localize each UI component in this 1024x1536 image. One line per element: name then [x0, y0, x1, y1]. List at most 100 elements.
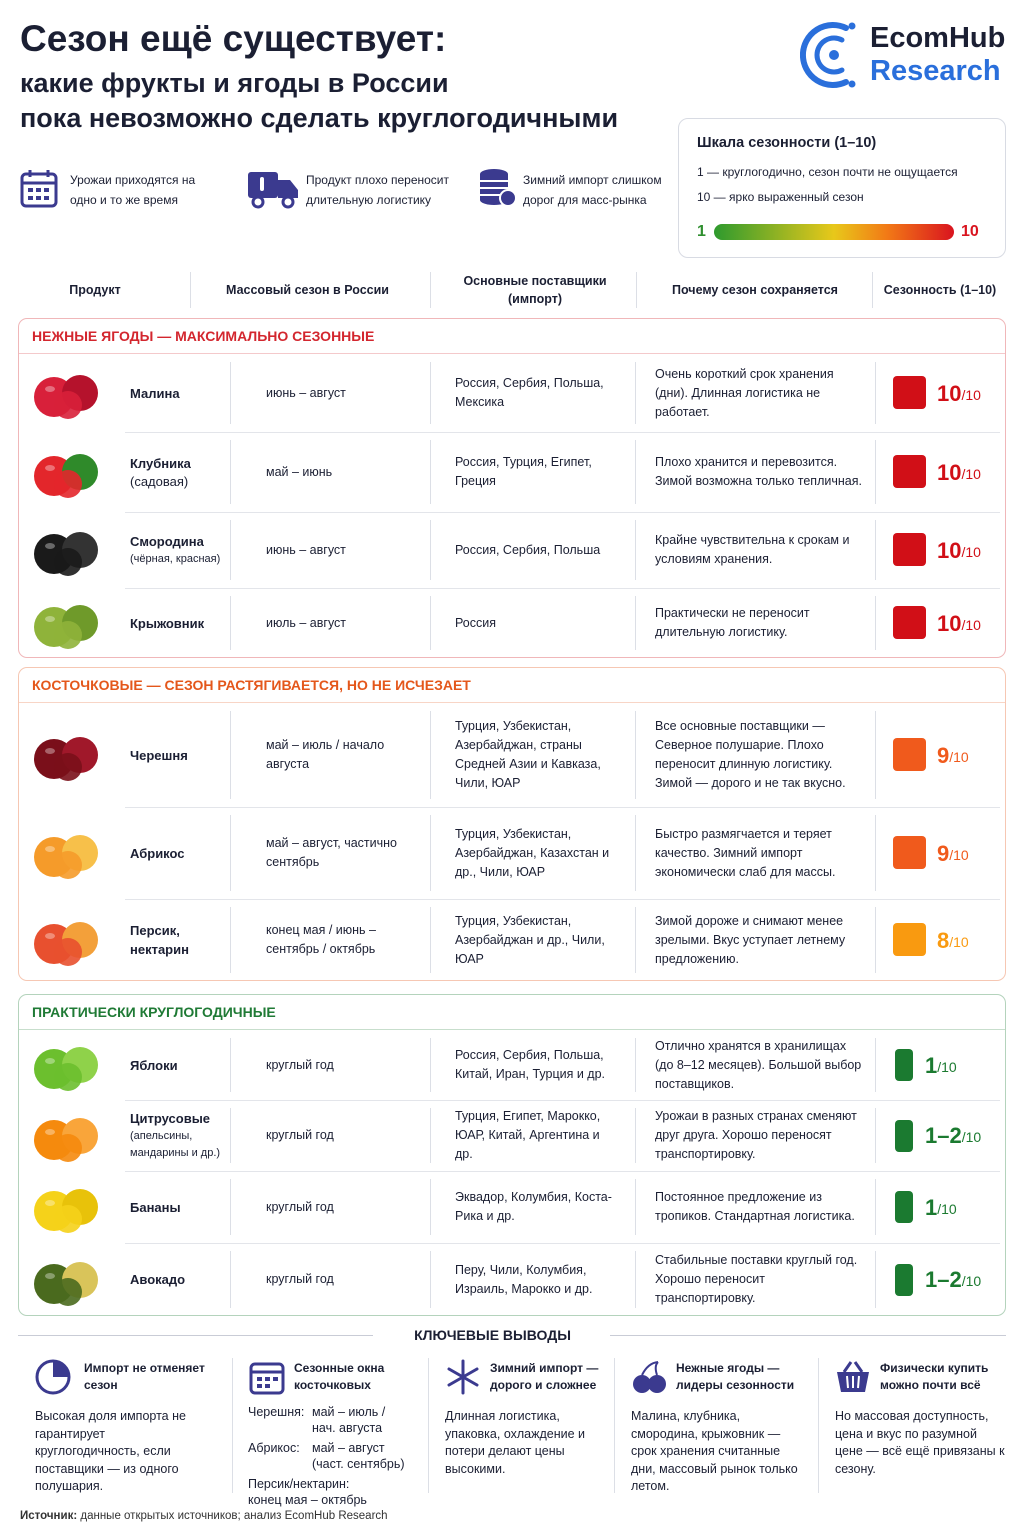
score-cell: 10/10	[937, 512, 1017, 588]
season-cell: круглый год	[266, 1030, 416, 1100]
reason-text: Урожаи приходятся на одно и то же время	[70, 173, 196, 207]
conclusion-icon	[633, 1361, 666, 1393]
scale-title: Шкала сезонности (1–10)	[697, 135, 877, 151]
season-cell: круглый год	[266, 1243, 416, 1316]
divider	[875, 1251, 876, 1308]
season-text: май – июнь	[266, 464, 333, 479]
season-cell: май – июнь	[266, 432, 416, 512]
score-marker	[893, 533, 926, 566]
score-cell: 9/10	[937, 807, 1017, 899]
suppliers-cell: Россия, Турция, Египет, Греция	[455, 432, 615, 512]
product-name: Смородина	[130, 534, 204, 549]
divider	[875, 596, 876, 650]
product-note: (апельсины, мандарины и др.)	[130, 1130, 221, 1159]
score-marker	[893, 738, 926, 771]
reason-text: Урожаи в разных странах сменяют друг дру…	[655, 1109, 857, 1161]
product-name: Яблоки	[130, 1057, 178, 1073]
divider	[125, 899, 1000, 900]
suppliers-text: Турция, Узбекистан, Азербайджан, Казахст…	[455, 826, 610, 879]
score-marker	[893, 455, 926, 488]
section-title: ПРАКТИЧЕСКИ КРУГЛОГОДИЧНЫЕ	[32, 1004, 276, 1020]
subtitle: какие фрукты и ягоды в России	[20, 68, 449, 98]
suppliers-text: Россия	[455, 615, 496, 630]
score-suffix: /10	[949, 846, 969, 863]
score-value: 1	[925, 1052, 938, 1078]
score-value: 8	[937, 927, 950, 953]
fruit-image	[34, 1261, 98, 1306]
reason-cell: Крайне чувствительна к срокам и условиям…	[655, 512, 865, 588]
score-cell: 9/10	[937, 703, 1017, 807]
product-note: (садовая)	[130, 474, 189, 489]
divider	[125, 1171, 1000, 1172]
conclusion-title: Зимний импорт — дорого и сложнее	[490, 1361, 599, 1392]
divider	[230, 596, 231, 650]
product-cell: Яблоки	[130, 1030, 228, 1100]
score-suffix: /10	[961, 543, 981, 560]
source-label: Источник:	[20, 1510, 78, 1522]
divider	[230, 907, 231, 973]
column-header-text: Основные поставщики (импорт)	[463, 274, 607, 306]
divider	[430, 815, 431, 891]
product-cell: Клубника (садовая)	[130, 432, 228, 512]
divider	[125, 1243, 1000, 1244]
score-marker	[895, 1049, 913, 1081]
divider	[875, 1179, 876, 1235]
score-marker	[893, 836, 926, 869]
window-label: Абрикос:	[248, 1441, 300, 1455]
divider	[230, 1108, 231, 1163]
conclusion-body: Малина, клубника, смородина, крыжовник —…	[631, 1409, 798, 1493]
score-marker	[893, 606, 926, 639]
conclusion-body: Но массовая доступность, цена и вкус по …	[835, 1409, 1005, 1476]
reason-cell: Отлично хранятся в хранилищах (до 8–12 м…	[655, 1030, 865, 1100]
divider	[875, 362, 876, 424]
score-marker	[893, 376, 926, 409]
divider	[875, 1108, 876, 1163]
product-name: Бананы	[130, 1199, 181, 1215]
divider	[635, 362, 636, 424]
reason-cell: Очень короткий срок хранения (дни). Длин…	[655, 354, 865, 432]
fruit-image	[34, 454, 98, 498]
divider	[430, 1179, 431, 1235]
season-text: июнь – август	[266, 542, 346, 557]
divider	[125, 588, 1000, 589]
divider	[230, 711, 231, 799]
fruit-image	[34, 1117, 98, 1162]
conclusion-icon	[447, 1359, 479, 1395]
product-cell: Черешня	[130, 703, 228, 807]
scale-box	[678, 118, 1006, 258]
fruit-image	[34, 1189, 98, 1233]
reason-text: Продукт плохо переносит длительную логис…	[306, 173, 449, 207]
divider	[875, 520, 876, 580]
divider	[19, 702, 1005, 703]
conclusion-title: Сезонные окна косточковых	[294, 1361, 385, 1392]
score-marker	[893, 923, 926, 956]
divider	[635, 440, 636, 504]
score-value: 10	[937, 537, 962, 563]
divider	[430, 362, 431, 424]
season-text: май – июль / начало августа	[266, 738, 385, 771]
divider	[875, 1038, 876, 1092]
reason-cell: Урожаи в разных странах сменяют друг дру…	[655, 1100, 865, 1171]
divider	[230, 815, 231, 891]
score-suffix: /10	[937, 1058, 957, 1075]
product-cell: Крыжовник	[130, 588, 228, 658]
product-cell: Малина	[130, 354, 228, 432]
divider	[635, 1038, 636, 1092]
fruit-image	[34, 605, 98, 649]
reason-cell: Зимой дороже и снимают менее зрелыми. Вк…	[655, 899, 865, 981]
product-name: Крыжовник	[130, 615, 205, 631]
source-text: данные открытых источников; анализ EcomH…	[80, 1510, 388, 1522]
divider	[19, 353, 1005, 354]
reason-text: Зимний импорт слишком дорог для масс-рын…	[523, 173, 662, 207]
window-row: Черешня: май – июль / нач. августа	[248, 1404, 428, 1436]
suppliers-text: Турция, Узбекистан, Азербайджан, страны …	[455, 719, 601, 790]
score-suffix: /10	[961, 1273, 982, 1289]
column-header: Почему сезон сохраняется	[640, 272, 870, 308]
score-marker	[895, 1263, 913, 1296]
score-cell: 8/10	[937, 899, 1017, 981]
divider	[636, 272, 637, 308]
season-cell: июнь – август	[266, 512, 416, 588]
divider	[430, 711, 431, 799]
window-text: конец мая – октябрь	[248, 1493, 367, 1507]
